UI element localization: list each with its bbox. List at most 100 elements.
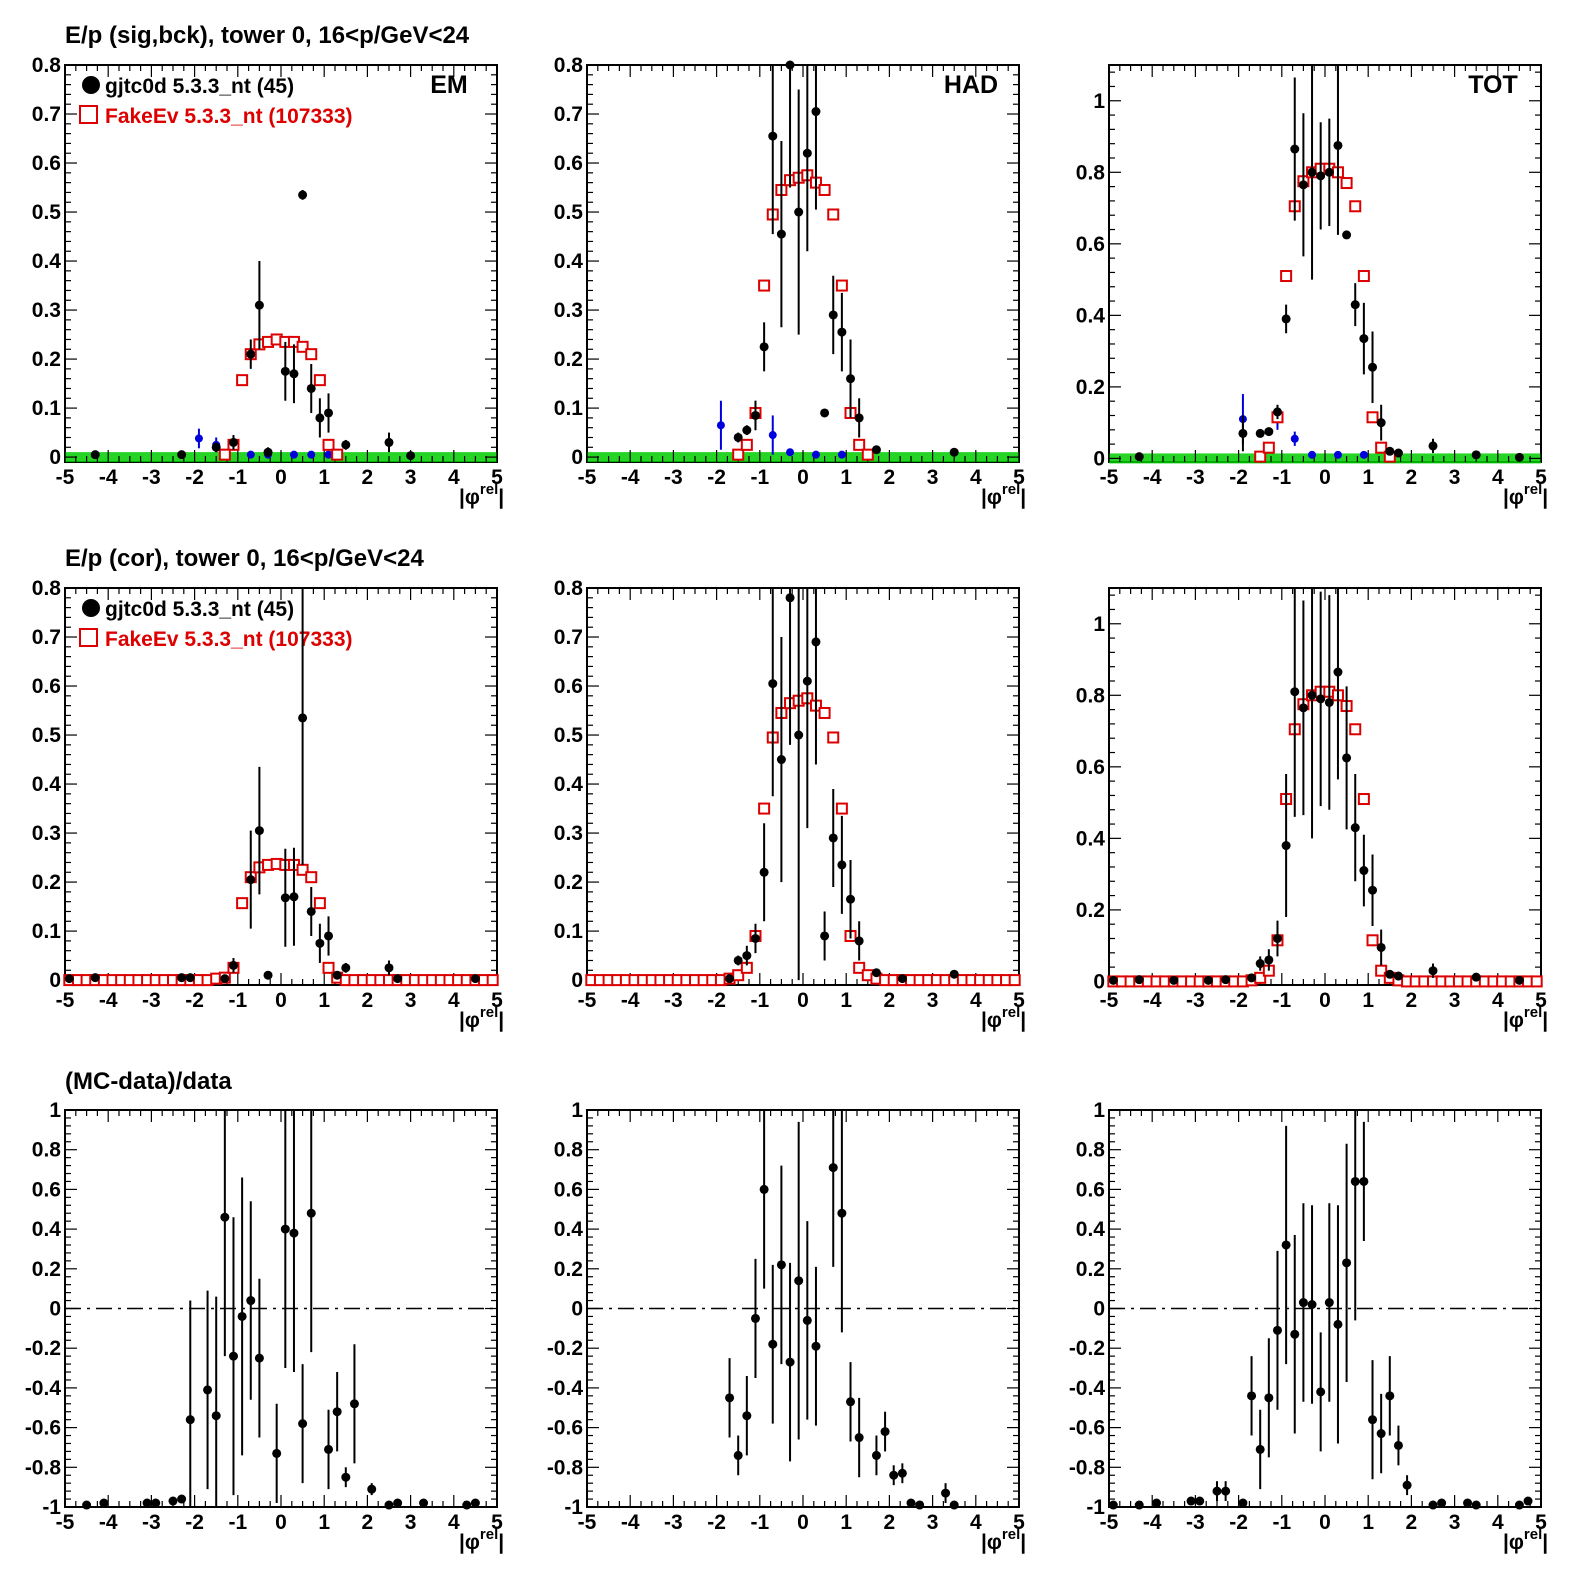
- data-point: [289, 1228, 299, 1238]
- data-point: [246, 875, 256, 885]
- x-tick-label: -2: [707, 1511, 726, 1534]
- x-tick-label: -3: [664, 1511, 683, 1534]
- mc-point: [740, 438, 753, 451]
- data-point: [168, 1496, 178, 1506]
- legend-label-data: gjtc0d 5.3.3_nt (45): [105, 598, 294, 621]
- data-point: [802, 676, 812, 686]
- mc-point: [1262, 441, 1275, 454]
- data-point: [897, 974, 907, 984]
- data-point: [367, 1484, 377, 1494]
- x-axis-label: |φrel|: [459, 481, 504, 509]
- bck-point: [837, 450, 846, 459]
- data-point: [776, 229, 786, 239]
- x-tick-label: 2: [362, 989, 374, 1012]
- y-tick-label: 0: [571, 446, 583, 469]
- bck-point: [768, 431, 777, 440]
- bck-point: [194, 434, 203, 443]
- mc-point: [835, 279, 848, 292]
- data-point: [949, 969, 959, 979]
- data-point: [1393, 448, 1403, 458]
- data-point: [1514, 1500, 1524, 1510]
- data-point: [733, 1450, 743, 1460]
- x-tick-label: 0: [797, 466, 809, 489]
- mc-point: [1349, 723, 1362, 736]
- x-tick-label: 5: [491, 466, 503, 489]
- x-tick-label: -3: [664, 989, 683, 1012]
- y-tick-label: 0.4: [554, 250, 584, 273]
- data-point: [820, 931, 830, 941]
- data-point: [1255, 959, 1265, 969]
- y-tick-label: 1: [1093, 90, 1105, 113]
- x-tick-label: 4: [970, 1511, 982, 1534]
- y-tick-label: 0.8: [1076, 684, 1106, 707]
- data-point: [1428, 1500, 1438, 1510]
- plot-tot-sig: -5 -4 -3 -2 -1 0 1 2 3 4 5 0 0.2 0.4 0.6 0.8 1 |φrel| TOT: [1076, 64, 1548, 509]
- mc-point: [486, 974, 499, 987]
- data-point: [298, 190, 308, 200]
- y-tick-label: 0.4: [1076, 827, 1106, 850]
- x-tick-label: -5: [1100, 989, 1119, 1012]
- bck-point: [307, 450, 316, 459]
- data-point: [776, 1260, 786, 1270]
- data-point: [306, 1208, 316, 1218]
- data-point: [1238, 1498, 1248, 1508]
- x-tick-label: -5: [1100, 466, 1119, 489]
- data-point: [228, 960, 238, 970]
- data-point: [419, 1498, 429, 1508]
- x-tick-label: 4: [448, 989, 460, 1012]
- data-point: [324, 1444, 334, 1454]
- x-tick-label: -4: [621, 466, 640, 489]
- data-point: [1134, 452, 1144, 462]
- x-tick-label: -1: [1272, 989, 1291, 1012]
- y-tick-label: 0.6: [32, 1178, 61, 1201]
- bck-point: [1359, 450, 1368, 459]
- y-tick-label: 0.2: [32, 871, 61, 894]
- data-point: [1307, 690, 1317, 700]
- data-point: [1203, 975, 1213, 985]
- x-tick-label: -3: [664, 466, 683, 489]
- mc-point: [1254, 450, 1267, 463]
- y-tick-label: 0.8: [1076, 1139, 1106, 1162]
- y-tick-label: 0: [1093, 447, 1105, 470]
- mc-point: [1280, 270, 1293, 283]
- data-point: [185, 1415, 195, 1425]
- x-tick-label: -4: [621, 1511, 640, 1534]
- x-axis-label: |φrel|: [459, 1004, 504, 1032]
- x-tick-label: -2: [1229, 989, 1248, 1012]
- x-tick-label: 1: [318, 466, 330, 489]
- plot-tot-cor: -5 -4 -3 -2 -1 0 1 2 3 4 5 0 0.2 0.4 0.6 0.8 1 |φrel|: [1076, 587, 1548, 1032]
- y-tick-label: 0.2: [554, 348, 583, 371]
- data-point: [759, 867, 769, 877]
- plot-frame: [1108, 587, 1542, 986]
- bck-point: [246, 450, 255, 459]
- y-tick-label: 1: [1093, 613, 1105, 636]
- x-tick-label: -4: [1143, 989, 1162, 1012]
- data-point: [1307, 1300, 1317, 1310]
- data-point: [725, 974, 735, 984]
- mc-point: [1366, 934, 1379, 947]
- x-tick-label: 0: [1319, 989, 1331, 1012]
- data-point: [90, 450, 100, 460]
- data-point: [64, 974, 74, 984]
- x-tick-label: 0: [797, 1511, 809, 1534]
- data-point: [220, 1212, 230, 1222]
- x-tick-label: 1: [318, 1511, 330, 1534]
- y-tick-label: 0: [571, 969, 583, 992]
- data-point: [1247, 973, 1257, 983]
- y-tick-label: 0.6: [1076, 233, 1105, 256]
- x-tick-label: 1: [318, 989, 330, 1012]
- y-tick-label: 0.5: [554, 724, 584, 747]
- plot-em-ratio: -5 -4 -3 -2 -1 0 1 2 3 4 5 -1 -0.8 -0.6 -0.4 -0.2 0 0.2 0.…: [25, 1099, 504, 1554]
- panel-title: TOT: [1468, 71, 1518, 99]
- plot-tot-ratio: -5 -4 -3 -2 -1 0 1 2 3 4 5 -1 -0.8 -0.6 -0.4 -0.2 0 0.2 0.…: [1069, 1099, 1548, 1554]
- data-point: [1264, 427, 1274, 437]
- plot-em-sig: -5 -4 -3 -2 -1 0 1 2 3 4 5 0 0.1 0.2 0.3 0.4 0.5 0.6 0.7 0.…: [32, 54, 504, 509]
- mc-point: [305, 348, 318, 361]
- y-tick-label: 0.2: [554, 871, 583, 894]
- data-point: [142, 1498, 152, 1508]
- y-tick-label: 0.1: [32, 397, 62, 420]
- x-tick-label: -5: [1100, 1511, 1119, 1534]
- plot-had-sig: -5 -4 -3 -2 -1 0 1 2 3 4 5 0 0.1 0.2 0.3 0.4 0.5 0.6 0.7 0.…: [554, 54, 1026, 509]
- data-point: [750, 1313, 760, 1323]
- x-tick-label: 4: [970, 466, 982, 489]
